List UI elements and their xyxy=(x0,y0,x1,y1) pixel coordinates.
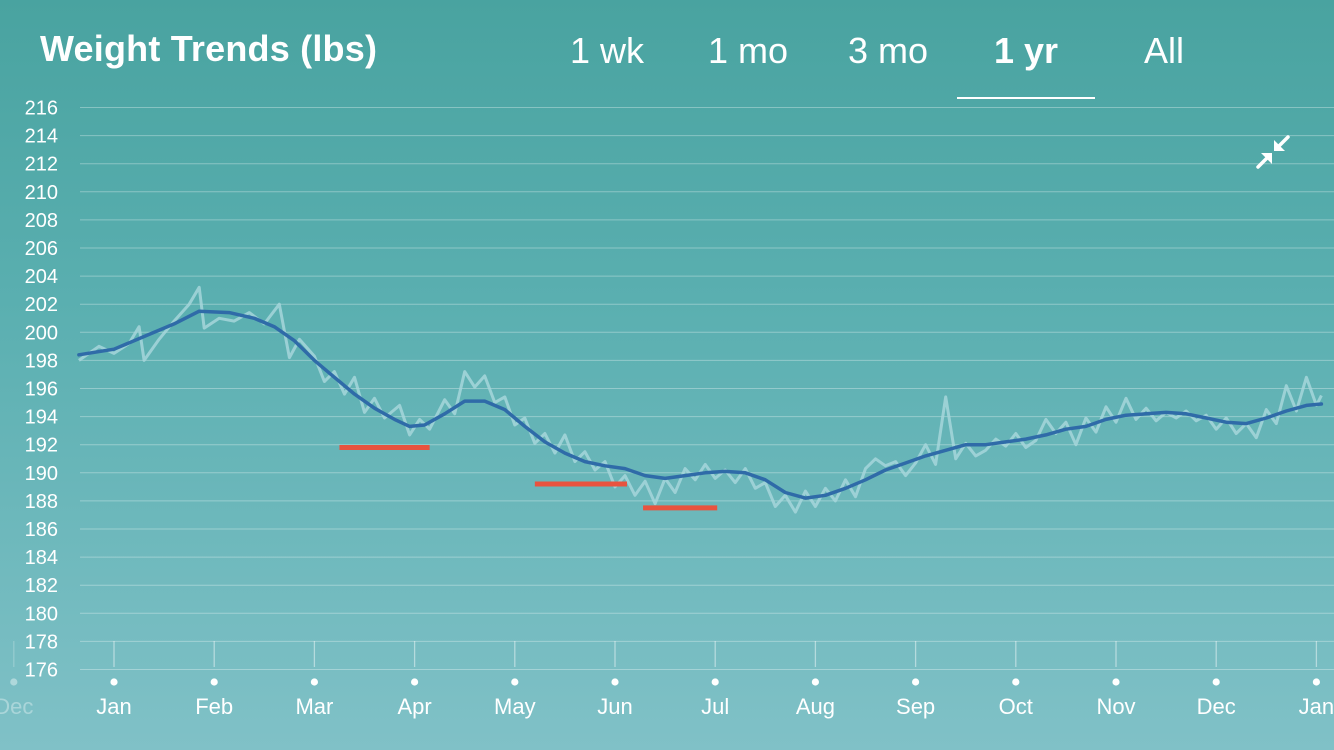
y-tick-label: 198 xyxy=(25,350,58,372)
x-tick-dot xyxy=(110,678,118,686)
x-tick-dot xyxy=(611,678,619,686)
y-tick-label: 186 xyxy=(25,519,58,541)
x-tick-dot xyxy=(210,678,218,686)
tab-1-year[interactable]: 1 yr xyxy=(993,30,1059,71)
y-tick-label: 188 xyxy=(25,491,58,513)
y-tick-label: 190 xyxy=(25,463,58,485)
x-tick-label: Sep xyxy=(896,694,935,719)
y-tick-label: 216 xyxy=(25,98,58,120)
x-tick-dot xyxy=(411,678,419,686)
trend-line xyxy=(77,309,1324,500)
x-tick-dot xyxy=(511,678,519,686)
tab-1-month[interactable]: 1 mo xyxy=(707,30,789,71)
goal-markers xyxy=(339,445,718,511)
y-tick-label: 194 xyxy=(25,407,58,429)
x-tick-label: Mar xyxy=(295,694,333,719)
y-tick-label: 208 xyxy=(25,210,58,232)
x-tick-label: Jan xyxy=(96,694,131,719)
y-tick-label: 180 xyxy=(25,603,58,625)
x-tick-dot xyxy=(1012,678,1020,686)
x-tick-dot xyxy=(811,678,820,686)
page-title: Weight Trends (lbs) xyxy=(40,28,378,69)
y-tick-label: 192 xyxy=(25,435,58,457)
x-tick-label: Dec xyxy=(1197,694,1236,719)
chart-series xyxy=(77,285,1324,514)
collapse-arrows-icon xyxy=(1256,135,1290,169)
x-tick-dot xyxy=(310,678,318,686)
collapse-button[interactable] xyxy=(1255,134,1291,170)
x-tick-dot xyxy=(912,678,920,686)
x-tick-dot xyxy=(1212,678,1220,686)
y-axis: 176 178 180 182 184 186 188 190 192 194 196 198 200 2… xyxy=(25,98,58,682)
x-tick-dot xyxy=(1112,678,1120,686)
y-tick-label: 184 xyxy=(25,547,58,569)
tab-all[interactable]: All xyxy=(1143,30,1184,71)
x-tick-label: Aug xyxy=(796,694,835,719)
y-tick-label: 204 xyxy=(25,266,58,288)
y-tick-label: 210 xyxy=(25,182,58,204)
y-tick-label: 176 xyxy=(25,660,58,682)
x-tick-dot-edge xyxy=(10,678,18,686)
y-tick-label: 182 xyxy=(25,575,58,597)
x-tick-label: Feb xyxy=(195,694,233,719)
y-tick-label: 200 xyxy=(25,322,58,344)
x-tick-dot xyxy=(711,678,719,686)
x-tick-label: Jun xyxy=(597,694,632,719)
y-tick-label: 212 xyxy=(25,154,58,176)
x-tick-label: Apr xyxy=(397,694,431,719)
x-tick-label-edge: Dec xyxy=(0,694,33,719)
x-tick-label: Nov xyxy=(1096,694,1135,719)
y-tick-label: 178 xyxy=(25,631,58,653)
active-tab-indicator xyxy=(957,97,1095,99)
x-tick-dot xyxy=(1312,678,1320,686)
y-tick-label: 214 xyxy=(25,126,58,148)
x-axis: Jan Feb Mar Apr May Jun Jul Aug Sep Oct Nov Dec Jan D… xyxy=(0,641,1334,719)
y-tick-label: 202 xyxy=(25,294,58,316)
chart-grid xyxy=(80,107,1334,670)
y-tick-label: 206 xyxy=(25,238,58,260)
tab-1-week[interactable]: 1 wk xyxy=(569,30,645,71)
x-tick-label: Oct xyxy=(999,694,1033,719)
x-tick-label: May xyxy=(494,694,536,719)
tab-3-months[interactable]: 3 mo xyxy=(847,30,929,71)
x-tick-label: Jul xyxy=(701,694,729,719)
y-tick-label: 196 xyxy=(25,379,58,401)
x-tick-label: Jan xyxy=(1299,694,1334,719)
